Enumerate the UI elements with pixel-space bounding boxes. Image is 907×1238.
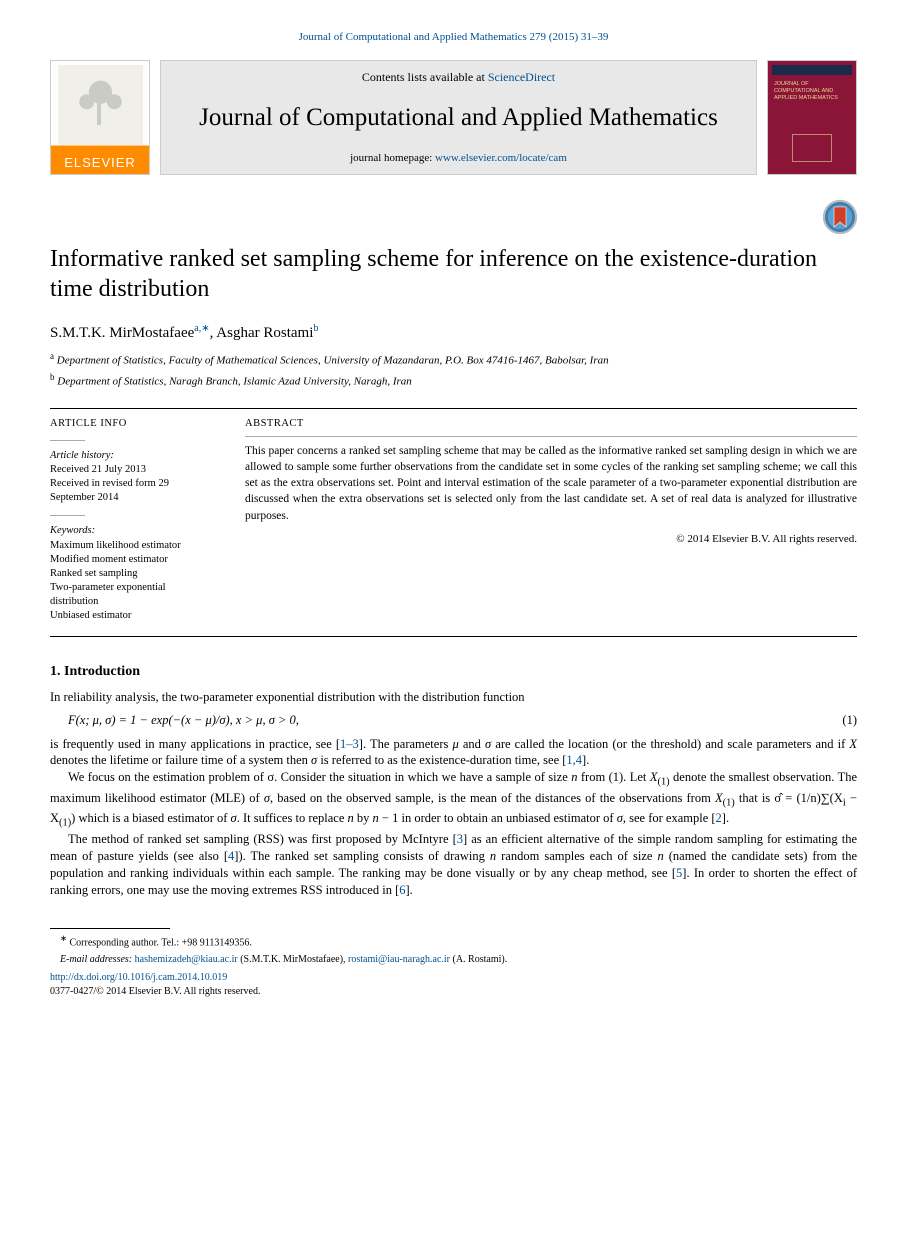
doi-link[interactable]: http://dx.doi.org/10.1016/j.cam.2014.10.… — [50, 972, 227, 983]
doi-line: http://dx.doi.org/10.1016/j.cam.2014.10.… — [50, 971, 857, 985]
citation-text: Journal of Computational and Applied Mat… — [299, 31, 609, 43]
cover-title: JOURNAL OF COMPUTATIONAL AND APPLIED MAT… — [774, 81, 850, 101]
intro-paragraph-2: We focus on the estimation problem of σ.… — [50, 769, 857, 831]
article-history: Article history: Received 21 July 2013 R… — [50, 449, 215, 506]
p2-text-g: in order to obtain an unbiased estimator… — [398, 811, 616, 825]
intro-paragraph-1: In reliability analysis, the two-paramet… — [50, 689, 857, 706]
article-meta-block: ARTICLE INFO Article history: Received 2… — [50, 408, 857, 636]
equation-1: F(x; μ, σ) = 1 − exp(−(x − μ)/σ), x > μ,… — [68, 712, 857, 730]
p3-text-g: ]. — [405, 883, 412, 897]
intro-paragraph-1b: is frequently used in many applications … — [50, 736, 857, 770]
p2-text-b: from (1). Let — [577, 770, 649, 784]
contents-prefix: Contents lists available at — [362, 70, 488, 84]
ref-link[interactable]: 1–3 — [340, 737, 359, 751]
p1-text-b: is frequently used in many applications … — [50, 737, 340, 751]
affiliation-b: b Department of Statistics, Naragh Branc… — [50, 371, 857, 390]
ref-link[interactable]: 1,4 — [566, 753, 582, 767]
keyword-item: Maximum likelihood estimator — [50, 539, 215, 553]
crossmark-row — [50, 200, 857, 234]
info-rule — [50, 440, 85, 441]
bookmark-icon — [832, 206, 848, 228]
crossmark-badge[interactable] — [823, 200, 857, 234]
kw-rule — [50, 515, 85, 516]
homepage-link[interactable]: www.elsevier.com/locate/cam — [435, 152, 567, 164]
email-end: (A. Rostami). — [450, 954, 507, 965]
p2-text-d: , based on the observed sample, is the m… — [270, 791, 715, 805]
email-note: E-mail addresses: hashemizadeh@kiau.ac.i… — [50, 953, 857, 967]
p2-text-i: ]. — [722, 811, 729, 825]
eq1-body: F(x; μ, σ) = 1 − exp(−(x − μ)/σ), x > μ,… — [68, 712, 827, 730]
homepage-line: journal homepage: www.elsevier.com/locat… — [176, 151, 741, 166]
received-date: Received 21 July 2013 — [50, 463, 215, 477]
eq1-number: (1) — [827, 712, 857, 730]
p1-text-a: In reliability analysis, the two-paramet… — [50, 690, 525, 704]
author-line: S.M.T.K. MirMostafaeea,∗, Asghar Rostami… — [50, 322, 857, 344]
keyword-item: Unbiased estimator — [50, 609, 215, 623]
author-1-affil-link[interactable]: a,∗ — [194, 323, 209, 334]
revised-date: Received in revised form 29 September 20… — [50, 477, 215, 505]
email-mid: (S.M.T.K. MirMostafaee), — [238, 954, 348, 965]
p2-text-f: which is a biased estimator of — [75, 811, 230, 825]
section-heading: 1. Introduction — [50, 662, 857, 682]
p3-text-a: The method of ranked set sampling (RSS) … — [68, 832, 457, 846]
p1-text-e: are called the location (or the threshol… — [491, 737, 849, 751]
author-separator: , Asghar Rostami — [210, 325, 314, 341]
elsevier-logo: ELSEVIER — [50, 60, 150, 175]
abstract-column: ABSTRACT This paper concerns a ranked se… — [245, 417, 857, 623]
p1-text-h: ]. — [582, 753, 589, 767]
p1-text-g: is referred to as the existence-duration… — [317, 753, 566, 767]
publisher-line: 0377-0427/© 2014 Elsevier B.V. All right… — [50, 985, 857, 999]
corr-text: Corresponding author. Tel.: +98 91131493… — [67, 938, 252, 949]
keywords-label: Keywords: — [50, 524, 215, 538]
p1-text-c: ]. The parameters — [359, 737, 453, 751]
p1-text-d: and — [459, 737, 485, 751]
affiliation-a: a Department of Statistics, Faculty of M… — [50, 350, 857, 369]
running-head: Journal of Computational and Applied Mat… — [50, 30, 857, 45]
abstract-text: This paper concerns a ranked set samplin… — [245, 443, 857, 523]
journal-title-box: Contents lists available at ScienceDirec… — [160, 60, 757, 175]
p3-text-d: random samples each of size — [496, 849, 657, 863]
keyword-item: Modified moment estimator — [50, 553, 215, 567]
journal-cover-thumbnail: JOURNAL OF COMPUTATIONAL AND APPLIED MAT… — [767, 60, 857, 175]
p2-text-h: , see for example [ — [623, 811, 716, 825]
article-info-heading: ARTICLE INFO — [50, 417, 215, 431]
affil-a-text: Department of Statistics, Faculty of Mat… — [54, 355, 609, 367]
corr-star: ∗ — [60, 934, 67, 943]
contents-available-line: Contents lists available at ScienceDirec… — [176, 69, 741, 86]
elsevier-tree-icon — [58, 65, 143, 145]
journal-header: ELSEVIER Contents lists available at Sci… — [50, 60, 857, 175]
history-label: Article history: — [50, 449, 215, 463]
homepage-prefix: journal homepage: — [350, 152, 435, 164]
journal-name: Journal of Computational and Applied Mat… — [176, 104, 741, 133]
p2-text-a: We focus on the estimation problem of σ.… — [68, 770, 571, 784]
p3-text-c: ]). The ranked set sampling consists of … — [234, 849, 490, 863]
p1-text-f: denotes the lifetime or failure time of … — [50, 753, 311, 767]
footnote-rule — [50, 928, 170, 929]
abstract-copyright: © 2014 Elsevier B.V. All rights reserved… — [245, 532, 857, 547]
p2-text-e: that is — [735, 791, 775, 805]
keywords-list: Maximum likelihood estimator Modified mo… — [50, 539, 215, 624]
email-link-2[interactable]: rostami@iau-naragh.ac.ir — [348, 954, 450, 965]
affil-b-text: Department of Statistics, Naragh Branch,… — [55, 376, 412, 388]
author-2-affil-link[interactable]: b — [313, 323, 318, 334]
email-label: E-mail addresses: — [60, 954, 135, 965]
corresponding-author-note: ∗ Corresponding author. Tel.: +98 911314… — [50, 933, 857, 950]
paper-title: Informative ranked set sampling scheme f… — [50, 244, 857, 304]
cover-band — [772, 65, 852, 75]
abstract-rule — [245, 436, 857, 437]
keyword-item: Two-parameter exponential distribution — [50, 581, 215, 609]
abstract-heading: ABSTRACT — [245, 417, 857, 432]
sciencedirect-link[interactable]: ScienceDirect — [488, 70, 555, 84]
cover-art-icon — [792, 134, 832, 162]
keyword-item: Ranked set sampling — [50, 567, 215, 581]
article-info-column: ARTICLE INFO Article history: Received 2… — [50, 417, 215, 623]
intro-paragraph-3: The method of ranked set sampling (RSS) … — [50, 831, 857, 899]
author-1-name: S.M.T.K. MirMostafaee — [50, 325, 194, 341]
email-link-1[interactable]: hashemizadeh@kiau.ac.ir — [135, 954, 238, 965]
elsevier-label: ELSEVIER — [64, 154, 136, 172]
